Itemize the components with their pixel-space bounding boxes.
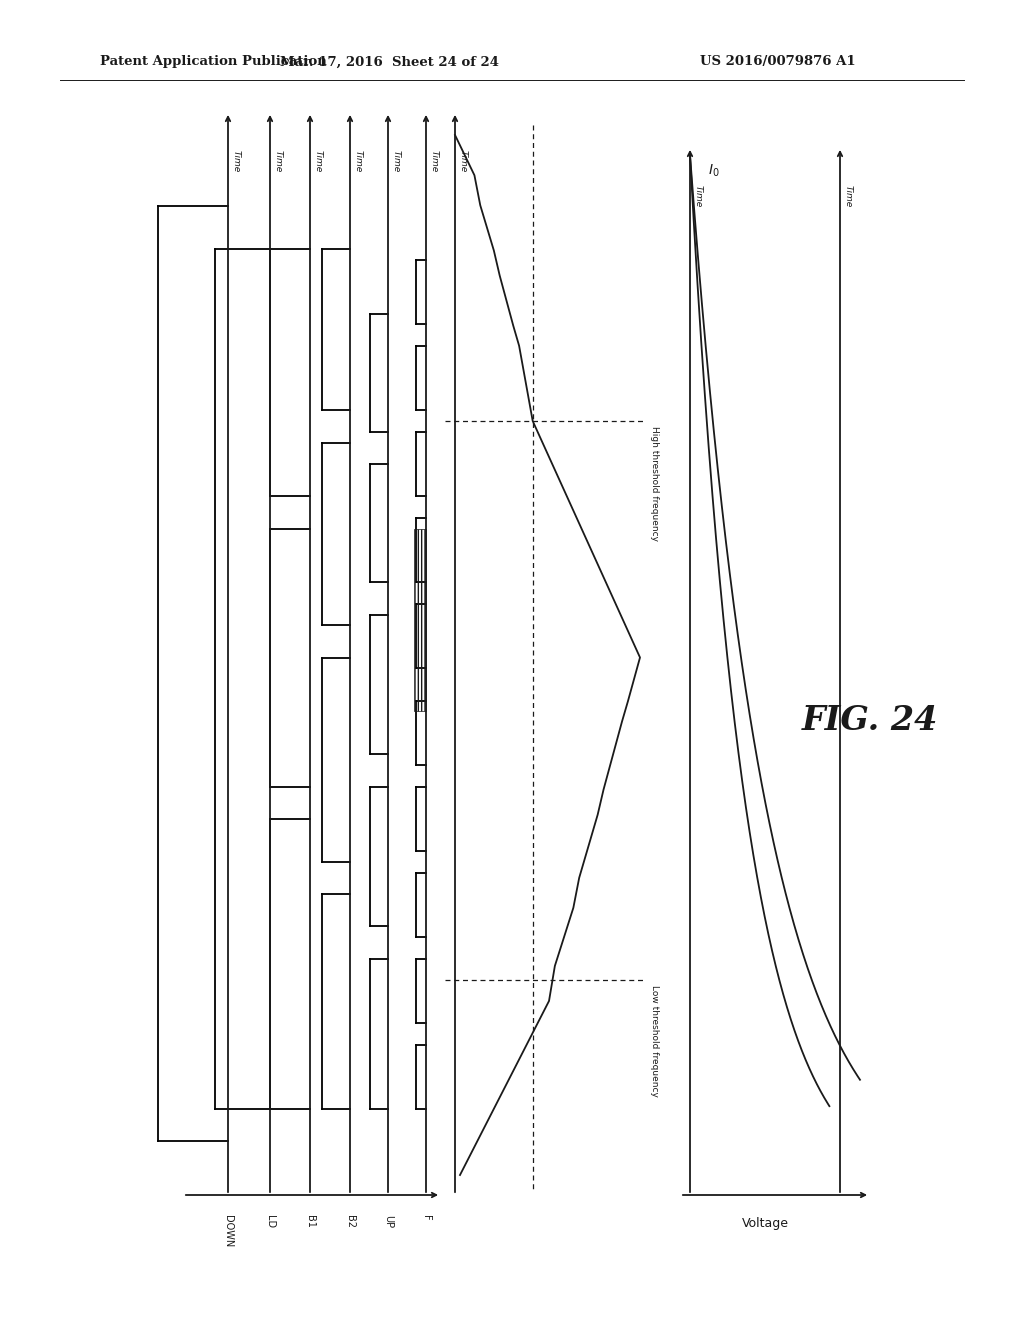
Text: US 2016/0079876 A1: US 2016/0079876 A1: [700, 55, 856, 69]
Text: High threshold frequency: High threshold frequency: [650, 426, 659, 541]
Text: Time: Time: [392, 150, 401, 172]
Text: Voltage: Voltage: [741, 1217, 788, 1230]
Text: DOWN: DOWN: [223, 1214, 233, 1247]
Text: Time: Time: [314, 150, 323, 172]
Text: Time: Time: [430, 150, 439, 172]
Text: FIG. 24: FIG. 24: [802, 704, 938, 737]
Bar: [414, 528, 426, 711]
Text: Time: Time: [844, 185, 853, 207]
Text: LD: LD: [265, 1214, 275, 1228]
Text: $I_0$: $I_0$: [708, 162, 720, 180]
Text: Time: Time: [694, 185, 703, 207]
Text: Time: Time: [354, 150, 362, 172]
Text: F: F: [421, 1214, 431, 1221]
Text: UP: UP: [383, 1214, 393, 1228]
Text: Mar. 17, 2016  Sheet 24 of 24: Mar. 17, 2016 Sheet 24 of 24: [281, 55, 500, 69]
Text: B2: B2: [345, 1214, 355, 1228]
Text: B1: B1: [305, 1214, 315, 1228]
Text: Patent Application Publication: Patent Application Publication: [100, 55, 327, 69]
Text: Time: Time: [274, 150, 283, 172]
Text: Low threshold frequency: Low threshold frequency: [650, 985, 659, 1097]
Text: Time: Time: [232, 150, 241, 172]
Text: Time: Time: [459, 150, 468, 172]
